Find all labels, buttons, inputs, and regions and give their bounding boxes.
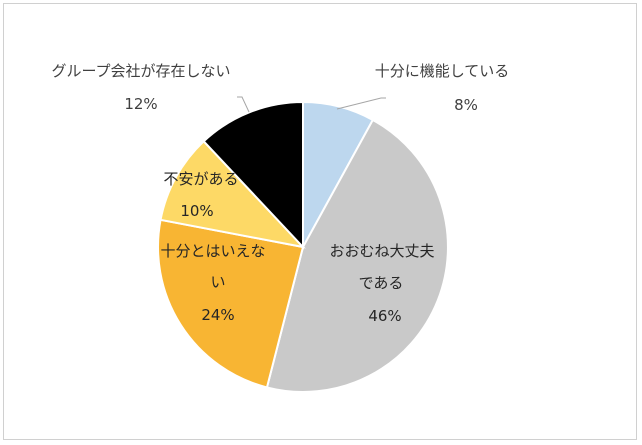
slice-percent-label: 12% bbox=[124, 95, 157, 113]
slice-category-label: い bbox=[210, 273, 225, 291]
slice-percent-label: 10% bbox=[180, 202, 213, 220]
slice-category-label: 十分とはいえな bbox=[160, 242, 265, 260]
slice-percent-label: 8% bbox=[454, 96, 478, 114]
slice-category-label: グループ会社が存在しない bbox=[51, 62, 230, 80]
slice-category-label: である bbox=[359, 274, 404, 292]
pie-slice bbox=[202, 100, 304, 250]
leader-line bbox=[336, 97, 386, 110]
leader-line bbox=[237, 96, 250, 113]
slice-percent-label: 24% bbox=[201, 306, 234, 324]
pie-slice bbox=[157, 218, 305, 389]
slice-category-label: 十分に機能している bbox=[375, 62, 510, 80]
pie-slice bbox=[159, 139, 306, 249]
slice-category-label: 不安がある bbox=[163, 170, 238, 188]
chart-area: 十分に機能している 8% おおむね大丈夫 である 46% 十分とはいえない 24% 不安がある… bbox=[3, 3, 637, 440]
slice-percent-label: 46% bbox=[368, 307, 401, 325]
pie-slice bbox=[265, 118, 449, 393]
slice-category-label: おおむね大丈夫 bbox=[329, 242, 434, 260]
